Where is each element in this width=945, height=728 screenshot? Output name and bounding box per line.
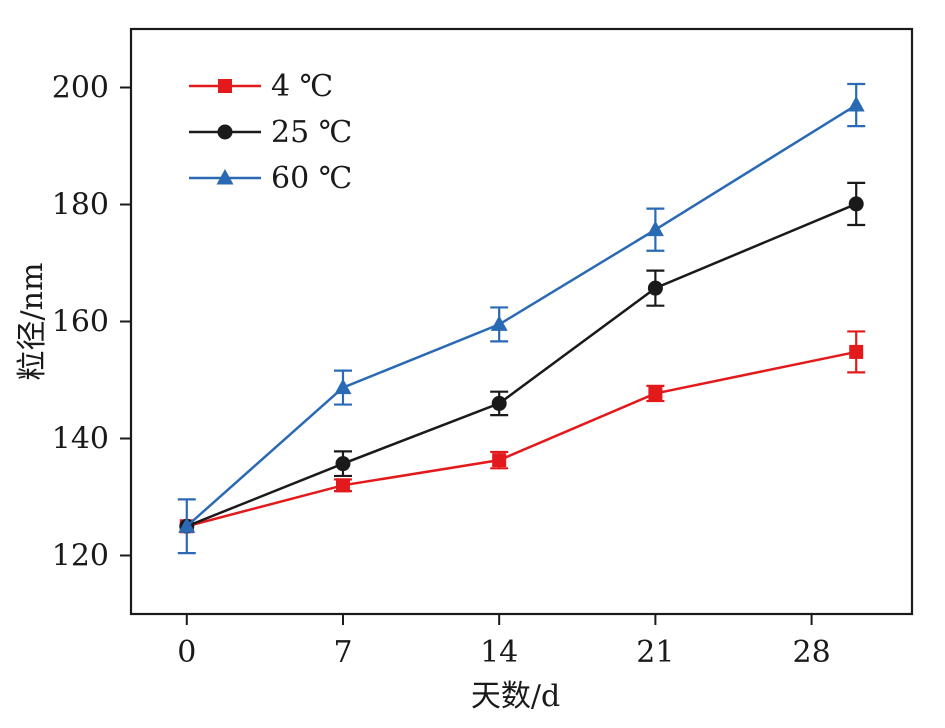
marker-triangle — [646, 220, 664, 237]
x-tick-label: 14 — [480, 635, 518, 670]
series-3 — [177, 82, 866, 555]
x-tick-label: 0 — [177, 635, 196, 670]
y-tick-label: 200 — [52, 71, 109, 106]
marker-circle — [335, 456, 351, 472]
legend-label: 25 ℃ — [271, 115, 352, 150]
marker-triangle — [490, 315, 508, 331]
legend-label: 60 ℃ — [271, 161, 352, 196]
y-axis-label: 粒径/nm — [15, 263, 50, 381]
marker-triangle — [178, 517, 196, 533]
marker-square — [335, 478, 350, 493]
marker-triangle — [847, 96, 865, 112]
y-tick-label: 140 — [52, 422, 109, 457]
x-tick-label: 28 — [792, 635, 830, 670]
y-tick-label: 160 — [52, 305, 109, 340]
legend: 4 ℃ 25 ℃ 60 ℃ — [189, 69, 352, 196]
x-tick-label: 7 — [333, 635, 352, 670]
marker-circle — [848, 196, 864, 212]
y-tick-label: 180 — [52, 188, 109, 223]
marker-triangle — [334, 378, 352, 395]
marker-circle — [647, 280, 663, 296]
marker-circle — [491, 395, 507, 411]
marker-square — [849, 344, 864, 359]
marker-square — [648, 386, 663, 401]
legend-item-3: 60 ℃ — [189, 161, 352, 196]
marker-square — [218, 79, 232, 93]
marker-triangle — [216, 169, 234, 185]
legend-item-2: 25 ℃ — [189, 115, 352, 150]
axes: 0 7 14 21 28 120 140 160 180 200 — [52, 27, 914, 670]
marker-circle — [217, 124, 233, 140]
legend-item-1: 4 ℃ — [189, 69, 333, 104]
x-axis-label: 天数/d — [471, 679, 560, 714]
legend-label: 4 ℃ — [271, 69, 333, 104]
x-tick-label: 21 — [636, 635, 674, 670]
marker-square — [492, 453, 507, 468]
y-tick-label: 120 — [52, 539, 109, 574]
series-layer — [177, 82, 866, 555]
